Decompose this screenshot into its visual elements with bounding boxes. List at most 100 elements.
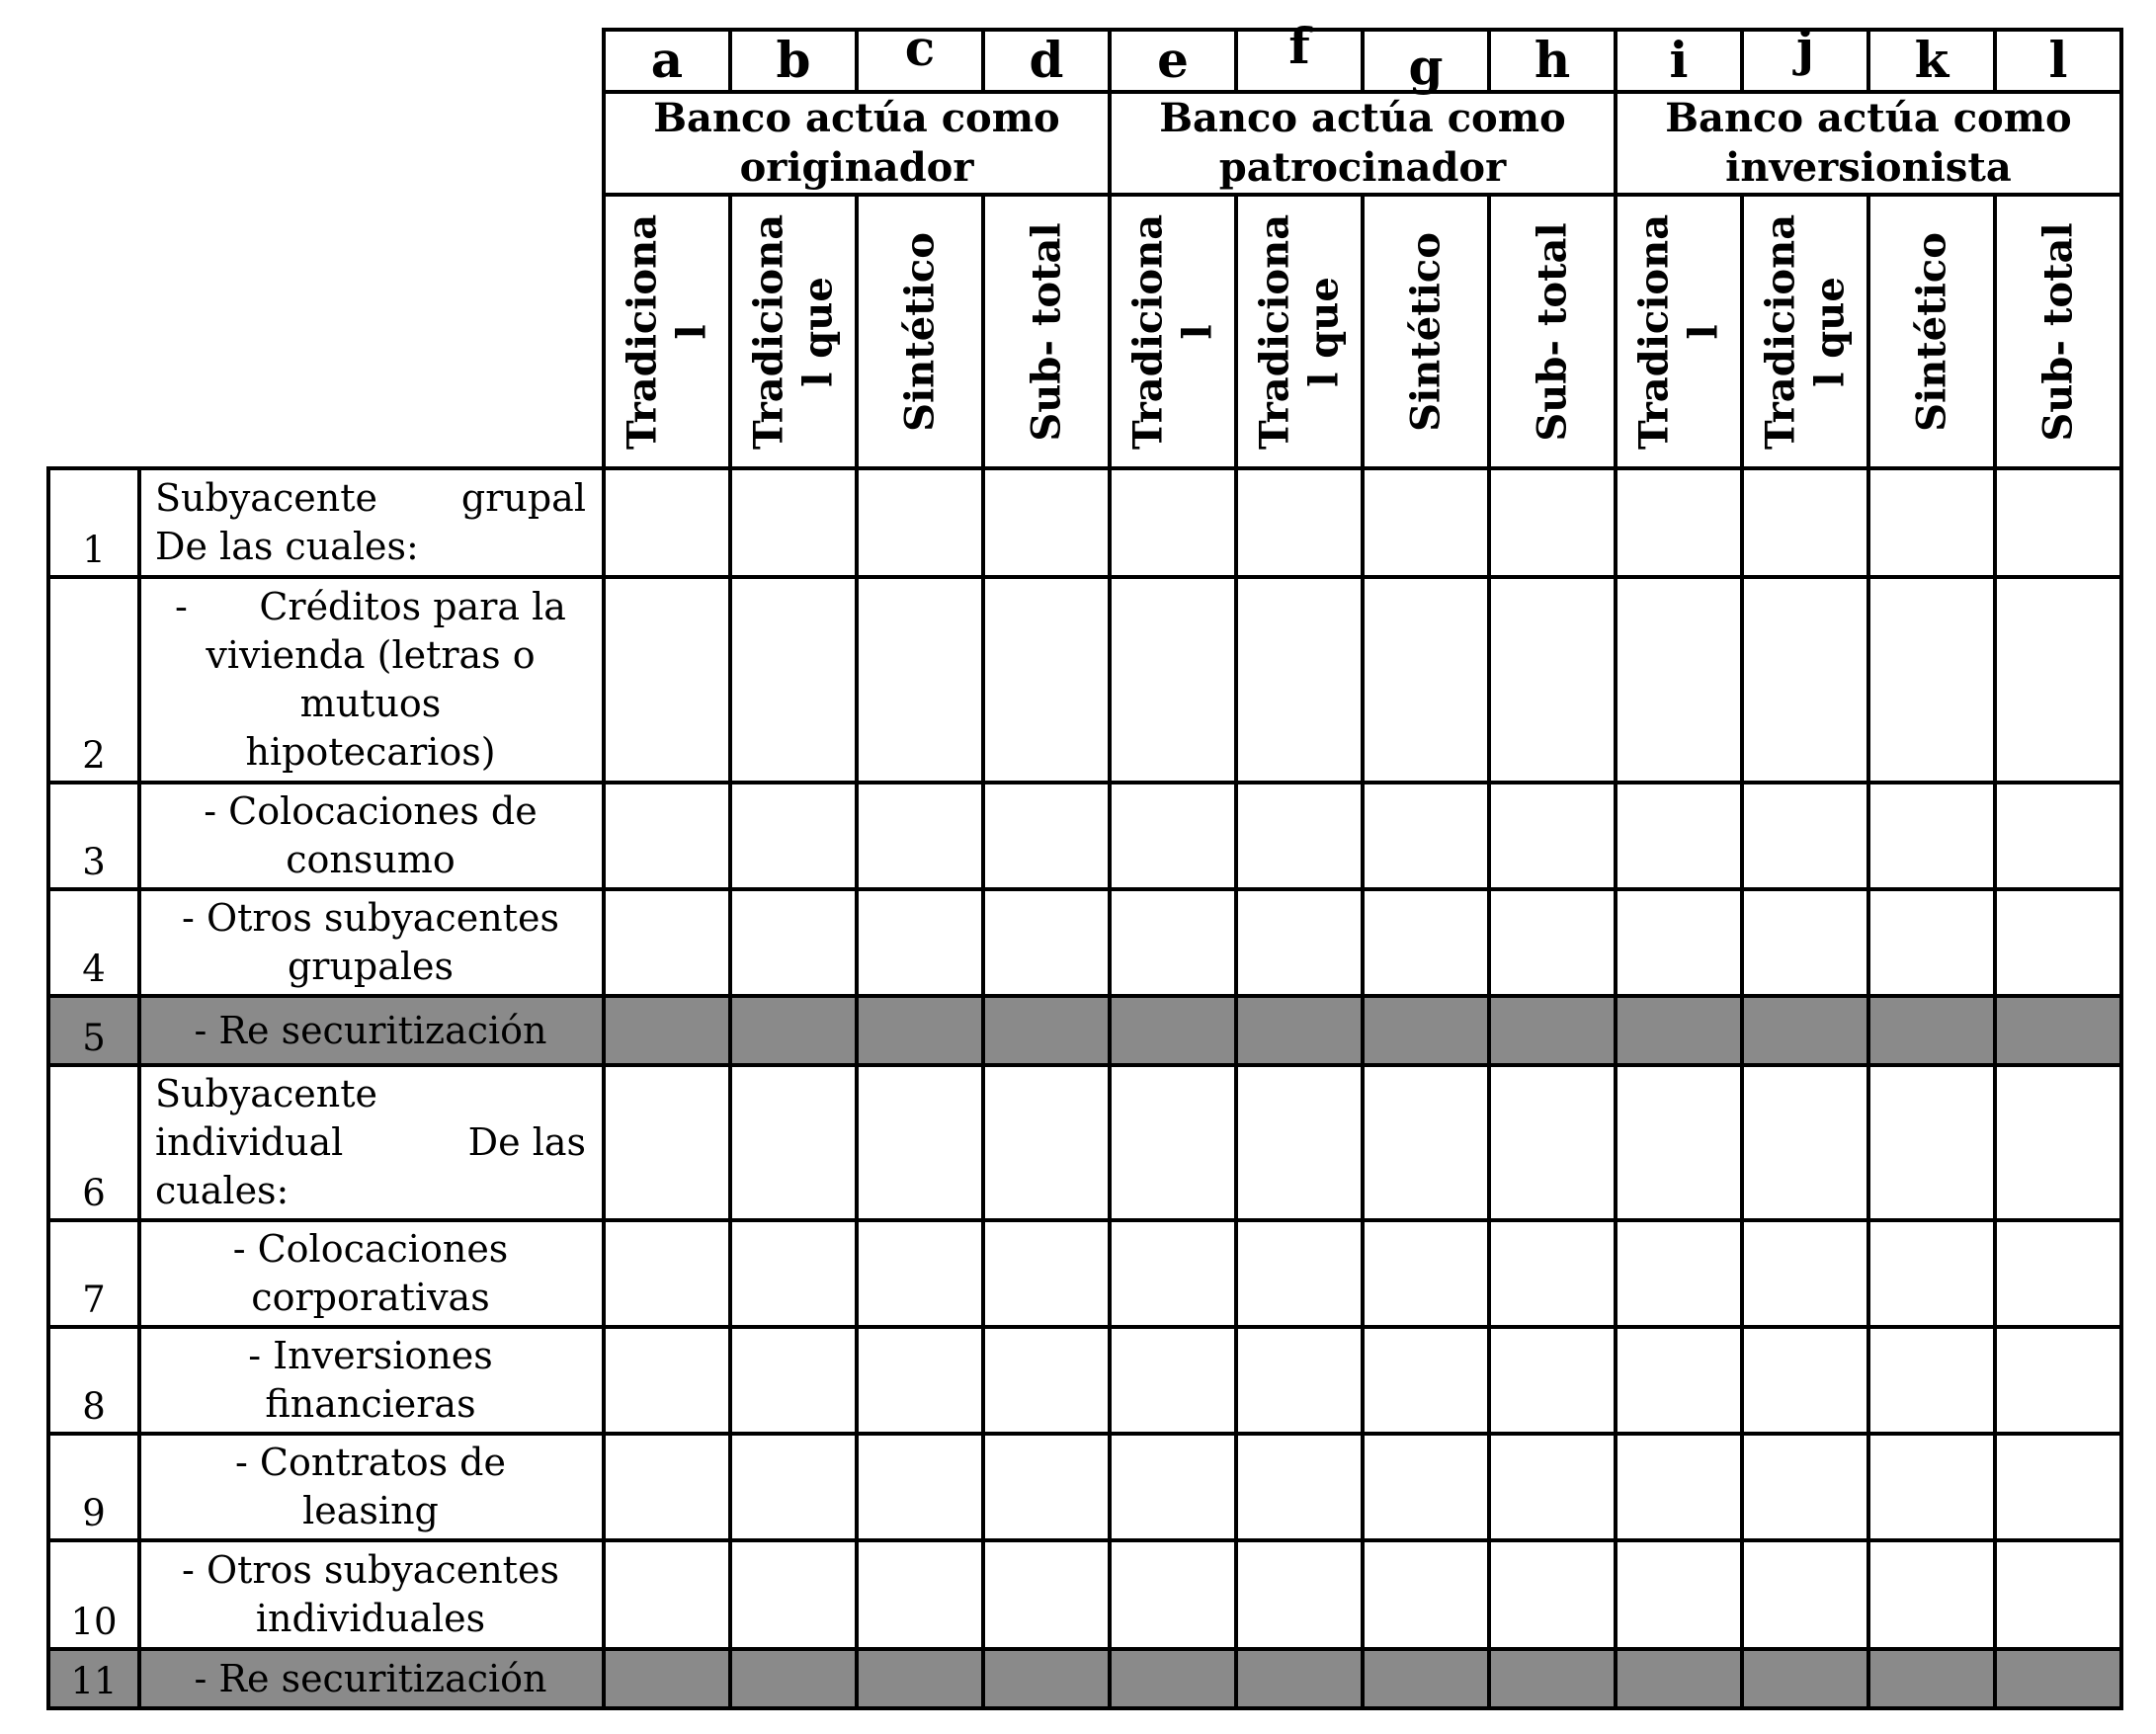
data-cell (1361, 781, 1491, 891)
data-cell (981, 466, 1112, 579)
data-cell (1866, 1063, 1997, 1222)
subcolumn-header-0-1: Tradiciona l que (728, 193, 859, 470)
column-letter-f: f (1234, 22, 1365, 94)
subcolumn-header-2-1: Tradiciona l que (1740, 193, 1870, 470)
row-number-cell: 4 (46, 887, 141, 998)
data-cell (855, 1432, 985, 1542)
data-cell (1993, 1218, 2123, 1329)
data-cell (728, 1325, 859, 1436)
table-row-7: 7 - Colocaciones corporativas (46, 1218, 2123, 1329)
rotated-label-wrap: Sub- total (985, 197, 1108, 466)
data-cell (1614, 887, 1744, 998)
table-row-5: 5 - Re securitización (46, 994, 2123, 1067)
label-line: - Colocaciones (232, 1227, 509, 1271)
data-cell (1740, 1432, 1870, 1542)
row-label-cell: Subyacente grupal De las cuales: (137, 466, 606, 579)
label-line: - Contratos de (235, 1441, 506, 1484)
data-cell (1234, 1647, 1365, 1710)
column-letter-i: i (1614, 28, 1744, 94)
data-cell (1866, 1647, 1997, 1710)
data-cell (1614, 1647, 1744, 1710)
data-cell (1614, 466, 1744, 579)
row-number-cell: 1 (46, 466, 141, 579)
data-cell (1993, 466, 2123, 579)
data-cell (1361, 1432, 1491, 1542)
subcolumn-header-1-3: Sub- total (1487, 193, 1617, 470)
data-cell (1361, 1647, 1491, 1710)
data-cell (981, 1063, 1112, 1222)
data-cell (1993, 1538, 2123, 1651)
data-cell (1740, 1647, 1870, 1710)
label-line: - Otros subyacentes (182, 1548, 559, 1592)
data-cell (981, 1218, 1112, 1329)
subcolumn-header-2-0: Tradiciona l (1614, 193, 1744, 470)
column-letter-h: h (1487, 28, 1617, 94)
data-cell (1740, 575, 1870, 784)
rotated-label-wrap: Tradiciona l que (732, 197, 855, 466)
data-cell (855, 1063, 985, 1222)
data-cell (602, 1647, 732, 1710)
data-cell (1866, 1538, 1997, 1651)
rotated-label: Sub- total (2034, 221, 2082, 442)
subcolumn-header-0-2: Sintético (855, 193, 985, 470)
row-label-cell: - Otros subyacentes individuales (137, 1538, 606, 1651)
label-line-left: individual (155, 1120, 344, 1164)
rotated-label-wrap: Sub- total (1491, 197, 1614, 466)
header-void-area (48, 30, 604, 92)
data-cell (602, 781, 732, 891)
data-cell (1993, 1432, 2123, 1542)
rotated-label-wrap: Tradiciona l (1617, 197, 1740, 466)
data-cell (1993, 1647, 2123, 1710)
table-row-2: 2 - Créditos para la vivienda (letras o mut… (46, 575, 2123, 784)
data-cell (981, 781, 1112, 891)
row-number-cell: 3 (46, 781, 141, 891)
label-line: hipotecarios) (245, 730, 496, 774)
data-cell (602, 994, 732, 1067)
row-number-cell: 11 (46, 1647, 141, 1710)
label-line-left: Subyacente (155, 476, 377, 520)
column-letter-label: c (904, 19, 936, 77)
data-cell (728, 1218, 859, 1329)
data-cell (1614, 1218, 1744, 1329)
data-cell (1234, 781, 1365, 891)
data-cell (855, 781, 985, 891)
data-cell (1108, 1063, 1238, 1222)
data-cell (1234, 1538, 1365, 1651)
data-cell (1487, 1647, 1617, 1710)
column-letter-l: l (1993, 28, 2123, 94)
data-cell (1993, 994, 2123, 1067)
data-cell (1614, 1432, 1744, 1542)
data-cell (1993, 887, 2123, 998)
data-cell (602, 1063, 732, 1222)
rotated-label-wrap: Sub- total (1997, 197, 2119, 466)
data-cell (602, 1538, 732, 1651)
rotated-label-wrap: Tradiciona l (606, 197, 728, 466)
rotated-label: Tradiciona l que (745, 213, 842, 450)
data-cell (1108, 994, 1238, 1067)
rotated-label: Sub- total (1529, 221, 1576, 442)
label-line: - Colocaciones de (204, 789, 538, 833)
table-row-3: 3 - Colocaciones de consumo (46, 781, 2123, 891)
column-letter-label: h (1534, 31, 1571, 89)
table-row-8: 8 - Inversiones financieras (46, 1325, 2123, 1436)
row-label-cell: - Colocaciones corporativas (137, 1218, 606, 1329)
rotated-label: Tradiciona l (1124, 213, 1221, 450)
row-label-cell: - Re securitización (137, 1647, 606, 1710)
column-letter-label: f (1288, 17, 1310, 75)
data-cell (1614, 994, 1744, 1067)
data-cell (728, 1647, 859, 1710)
row-number-cell: 9 (46, 1432, 141, 1542)
label-line: cuales: (155, 1169, 290, 1212)
rotated-label-wrap: Tradiciona l (1112, 197, 1234, 466)
label-line: individual De las (155, 1118, 586, 1167)
data-cell (1361, 1063, 1491, 1222)
subcolumn-header-1-0: Tradiciona l (1108, 193, 1238, 470)
rotated-label: Sintético (896, 231, 944, 432)
data-cell (728, 994, 859, 1067)
subcolumn-header-2-3: Sub- total (1993, 193, 2123, 470)
data-cell (1866, 1218, 1997, 1329)
group-headers-row: Banco actúa como originador Banco actúa c… (48, 90, 2123, 197)
column-letter-label: g (1408, 38, 1444, 96)
